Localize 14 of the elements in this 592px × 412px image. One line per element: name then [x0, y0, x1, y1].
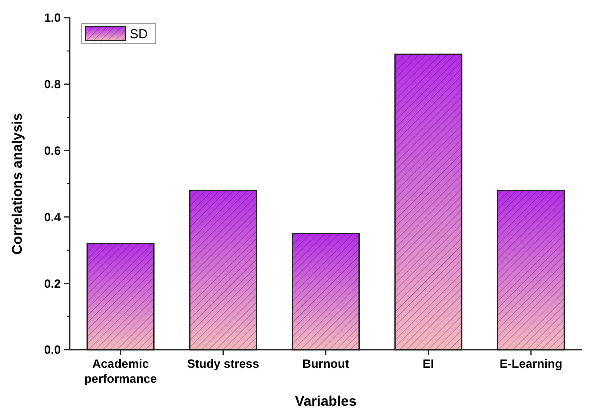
y-tick-label: 0.2	[44, 276, 62, 291]
x-tick-label: Burnout	[302, 357, 350, 371]
y-tick-label: 0.8	[44, 78, 62, 92]
x-tick-label: Study stress	[187, 357, 260, 371]
x-tick-label: E-Learning	[500, 357, 563, 371]
x-axis-title: Variables	[295, 393, 357, 409]
y-tick-label: 1.0	[44, 11, 62, 26]
y-axis-title: Correlations analysis	[9, 112, 25, 255]
x-tick-label: EI	[422, 357, 434, 371]
y-tick-label: 0.0	[44, 343, 62, 358]
x-tick-label: Academic performance	[84, 357, 158, 386]
y-tick-label: 0.6	[44, 144, 62, 158]
legend-label: SD	[130, 26, 148, 42]
y-tick-label: 0.4	[44, 210, 62, 224]
